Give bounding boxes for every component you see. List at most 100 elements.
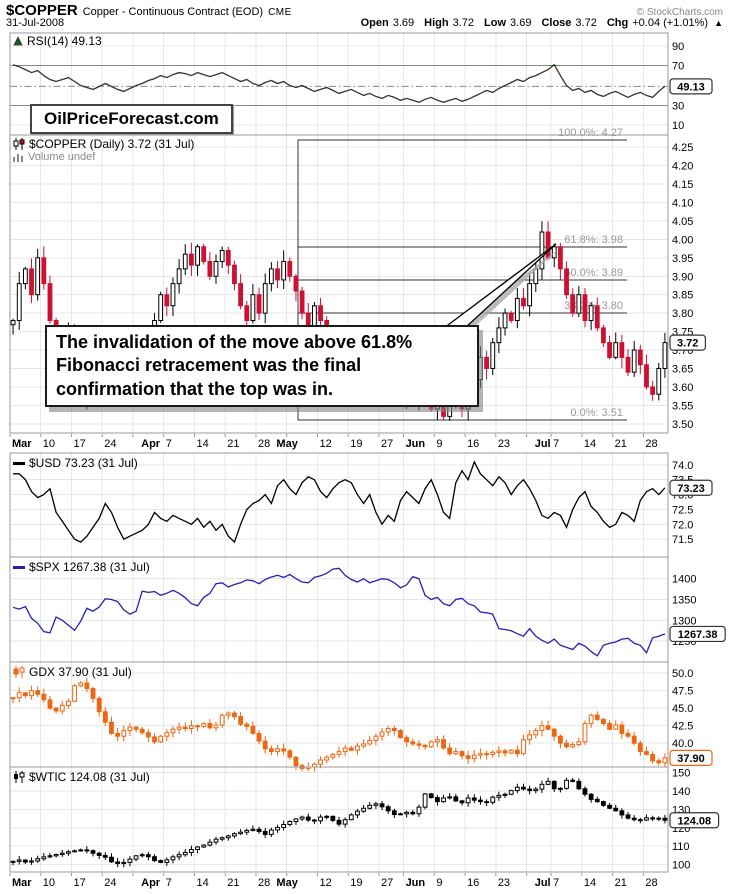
wtic-legend-label: $WTIC 124.08 (31 Jul) (29, 770, 150, 784)
copper-legend: $COPPER (Daily) 3.72 (31 Jul) (13, 137, 194, 151)
y-tick-label: 150 (672, 768, 690, 780)
date-label: 7 (166, 438, 172, 450)
last-value-box (669, 812, 720, 829)
y-tick-label: 1350 (672, 595, 696, 607)
open-label: Open (360, 17, 389, 29)
date-label: Apr (141, 877, 161, 889)
line-chart-icon (13, 565, 25, 569)
y-tick-label: 42.5 (672, 721, 693, 733)
y-tick-label: 3.65 (672, 363, 693, 375)
date-label: 14 (584, 438, 596, 450)
y-tick-label: 3.95 (672, 253, 693, 265)
candlestick-icon (13, 666, 25, 678)
y-tick-label: 3.50 (672, 419, 693, 431)
y-tick-label: 4.20 (672, 161, 693, 173)
rsi-legend-label: RSI(14) 49.13 (27, 34, 102, 48)
y-tick-label: 40.0 (672, 738, 693, 750)
close-label: Close (541, 17, 572, 29)
last-value-box (669, 625, 726, 643)
last-value-label: 3.72 (677, 338, 698, 350)
open-value: 3.69 (392, 17, 415, 29)
y-tick-label: 4.10 (672, 197, 693, 209)
fib-label: 61.8%: 3.98 (564, 234, 623, 246)
ohlc-quote: Open 3.69 High 3.72 Low 3.69 Close 3.72 Chg +… (355, 17, 723, 29)
date-label: 19 (350, 877, 362, 889)
high-label: High (424, 17, 449, 29)
date-label: 16 (467, 438, 479, 450)
date-label: Jun (406, 438, 426, 450)
y-tick-label: 100 (672, 860, 690, 872)
date-label: 17 (73, 877, 85, 889)
spx-legend: $SPX 1267.38 (31 Jul) (13, 560, 150, 574)
y-tick-label: 45.0 (672, 703, 693, 715)
date-label: 14 (584, 877, 596, 889)
date-label: Mar (12, 438, 32, 450)
date-label: 16 (467, 877, 479, 889)
date-label: 9 (436, 877, 442, 889)
candlestick-icon (14, 771, 25, 783)
date-label: 14 (196, 438, 208, 450)
indicator-icon (13, 36, 23, 46)
date-label: 23 (498, 877, 510, 889)
date-label: 9 (436, 438, 442, 450)
date-label: 21 (615, 877, 627, 889)
date-label: 7 (553, 438, 559, 450)
low-label: Low (484, 17, 507, 29)
up-arrow-icon: ▲ (714, 18, 723, 28)
y-tick-label: 4.05 (672, 216, 693, 228)
date-label: 24 (104, 877, 116, 889)
last-value-label: 49.13 (677, 81, 705, 93)
close-value: 3.72 (575, 17, 597, 29)
last-value-label: 37.90 (677, 753, 705, 765)
line-chart-icon (13, 461, 25, 465)
date-label: 27 (381, 877, 393, 889)
copyright-label: © StockCharts.com (636, 7, 723, 18)
last-value-label: 124.08 (677, 815, 711, 827)
y-tick-label: 1400 (672, 574, 696, 586)
y-tick-label: 30 (672, 100, 684, 112)
rsi-legend: RSI(14) 49.13 (13, 34, 102, 48)
spx-legend-label: $SPX 1267.38 (31 Jul) (29, 560, 150, 574)
date-label: May (276, 438, 298, 450)
copper-legend-label: $COPPER (Daily) 3.72 (31 Jul) (29, 137, 195, 151)
y-tick-label: 90 (672, 41, 684, 53)
date-label: 21 (227, 877, 239, 889)
y-tick-label: 72.5 (672, 504, 693, 516)
fib-label: 0.0%: 3.51 (570, 407, 623, 419)
usd-legend-label: $USD 73.23 (31 Jul) (29, 456, 138, 470)
y-tick-label: 4.00 (672, 234, 693, 246)
symbol-title: $COPPER (6, 2, 78, 19)
date-label: 28 (645, 877, 657, 889)
gdx-legend-label: GDX 37.90 (31 Jul) (29, 665, 132, 679)
y-tick-label: 140 (672, 786, 690, 798)
y-tick-label: 3.85 (672, 290, 693, 302)
last-value-label: 73.23 (677, 483, 705, 495)
date-label: 10 (43, 438, 55, 450)
y-tick-label: 3.90 (672, 271, 693, 283)
date-label: 10 (43, 877, 55, 889)
y-tick-label: 74.0 (672, 460, 693, 472)
fib-label: 50.0%: 3.89 (564, 267, 623, 279)
date-label: 19 (350, 438, 362, 450)
header-quote-row: 31-Jul-2008 Open 3.69 High 3.72 Low 3.69 Cl… (6, 17, 723, 29)
header-title-row: $COPPER Copper - Continuous Contract (EO… (6, 2, 723, 19)
y-tick-label: 110 (672, 841, 690, 853)
gdx-legend: GDX 37.90 (31 Jul) (13, 665, 132, 679)
date-label: 12 (319, 877, 331, 889)
date-axis: Mar 10 17 24 Apr 7 14 21 28 May 12 19 27 Jun 9 16 23 Jul 7… (9, 434, 658, 450)
candlestick-icon (13, 138, 25, 150)
date-label: 21 (615, 438, 627, 450)
exchange-label: CME (268, 7, 292, 18)
y-tick-label: 3.55 (672, 400, 693, 412)
last-value-box (669, 78, 713, 95)
date-label: 23 (498, 438, 510, 450)
date-label: 28 (258, 438, 270, 450)
last-value-box (669, 334, 707, 351)
date-label: 7 (553, 877, 559, 889)
date-label: Apr (141, 438, 161, 450)
date-axis: Mar 10 17 24 Apr 7 14 21 28 May 12 19 27 Jun 9 16 23 Jul 7… (9, 873, 658, 889)
date-label: 28 (258, 877, 270, 889)
